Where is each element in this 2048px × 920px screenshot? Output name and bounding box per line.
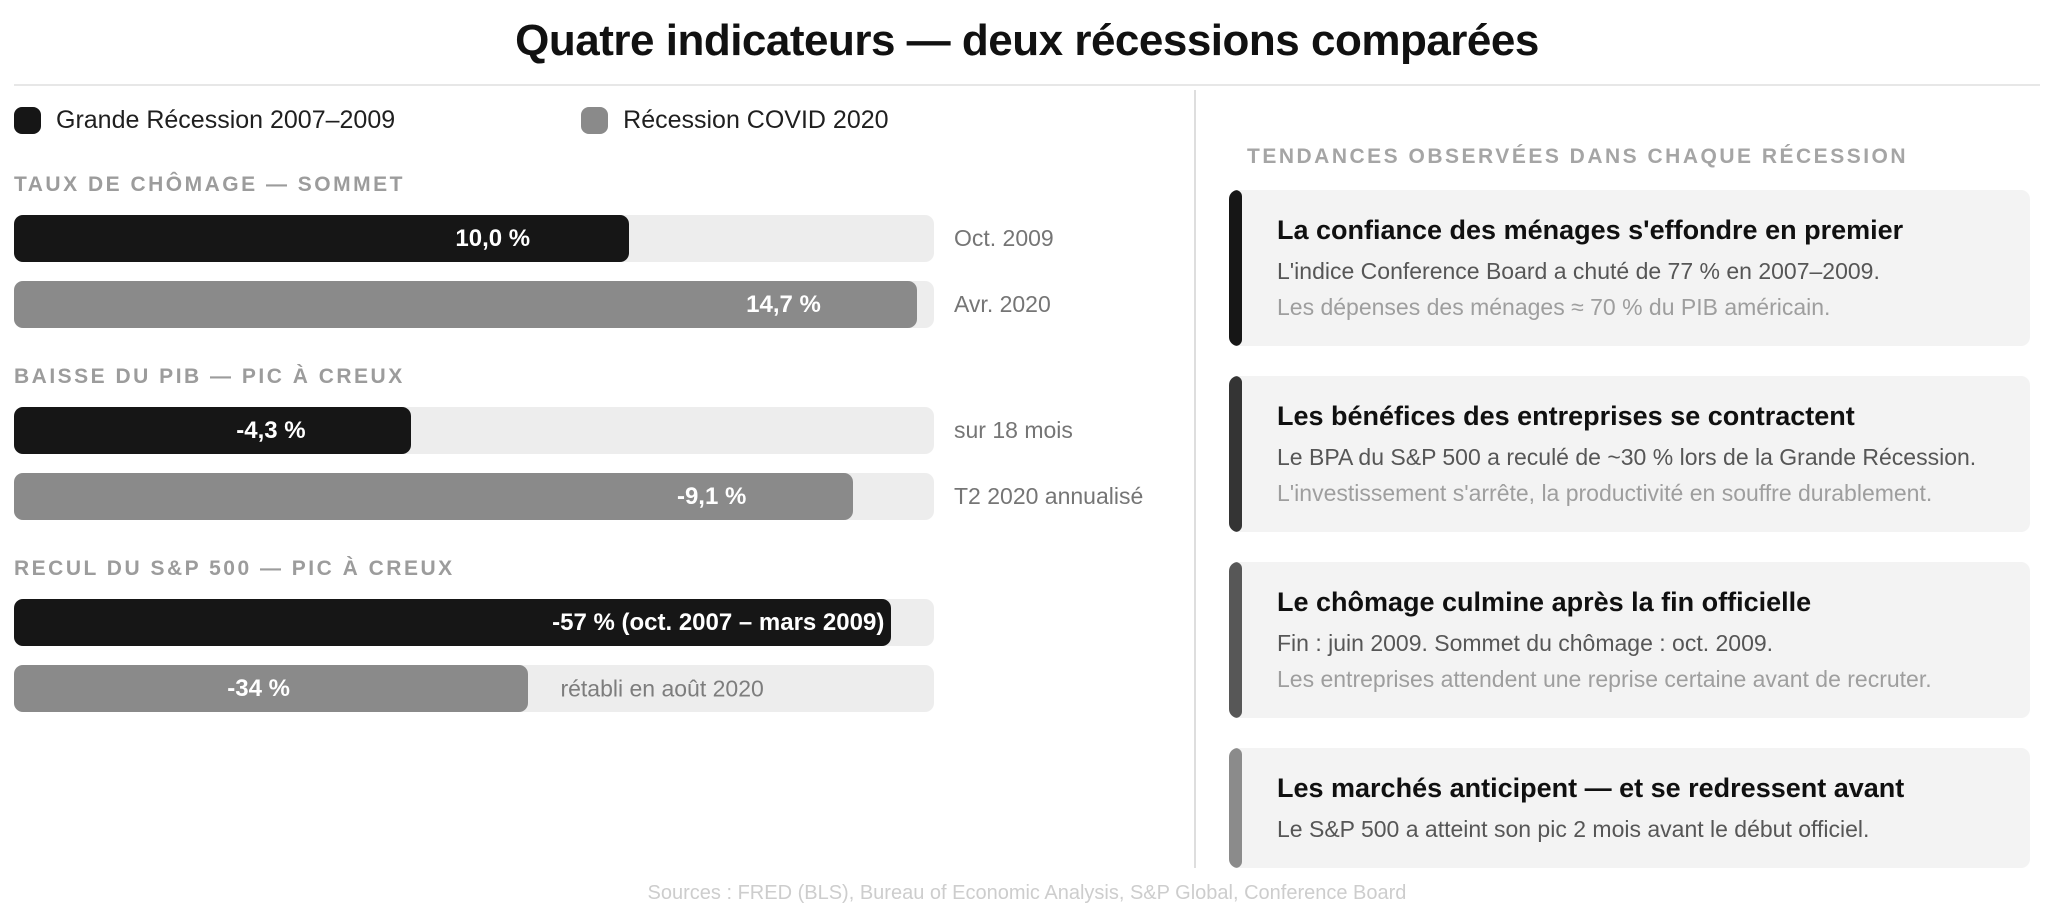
- bar-value-label: -9,1 %: [676, 482, 747, 510]
- bar-track: -34 % rétabli en août 2020: [14, 665, 934, 712]
- legend-item-covid-recession: Récession COVID 2020: [581, 105, 889, 135]
- bar-row: 14,7 % Avr. 2020: [14, 281, 1194, 328]
- card-title: Le chômage culmine après la fin officiel…: [1277, 587, 1812, 617]
- insight-card-markets: Les marchés anticipent — et se redressen…: [1229, 748, 2030, 868]
- bar-side-label: sur 18 mois: [954, 417, 1073, 443]
- group-title-gdp: BAISSE DU PIB — PIC À CREUX: [14, 365, 405, 388]
- bar-track: -4,3 %: [14, 407, 934, 454]
- title-divider: [14, 84, 2040, 86]
- bar-side-label: T2 2020 annualisé: [954, 483, 1144, 509]
- card-line-2: L'investissement s'arrête, la productivi…: [1277, 480, 1933, 506]
- legend-item-great-recession: Grande Récession 2007–2009: [14, 106, 395, 135]
- legend-swatch-covid-recession: [581, 106, 609, 134]
- content-area: Grande Récession 2007–2009 Récession COV…: [14, 86, 2040, 868]
- card-line-1: Le S&P 500 a atteint son pic 2 mois avan…: [1277, 816, 1870, 842]
- card-body: Les marchés anticipent — et se redressen…: [1242, 748, 1934, 868]
- card-body: Les bénéfices des entreprises se contrac…: [1242, 376, 2006, 532]
- page-title: Quatre indicateurs — deux récessions com…: [515, 16, 1539, 65]
- bar-row: -4,3 % sur 18 mois: [14, 407, 1194, 454]
- card-title: La confiance des ménages s'effondre en p…: [1277, 215, 1904, 245]
- legend-swatch-great-recession: [14, 106, 41, 134]
- insight-card-confidence: La confiance des ménages s'effondre en p…: [1229, 190, 2030, 346]
- bar-fill-2007: [14, 599, 891, 646]
- group-title-unemployment: TAUX DE CHÔMAGE — SOMMET: [14, 173, 405, 196]
- bar-track: -9,1 %: [14, 473, 934, 520]
- bar-track: 14,7 %: [14, 281, 934, 328]
- bar-fill-2020: [14, 281, 917, 328]
- bar-row: -34 % rétabli en août 2020: [14, 665, 1194, 712]
- card-accent-bar: [1229, 562, 1242, 718]
- bar-track: 10,0 %: [14, 215, 934, 262]
- group-title-sp500: RECUL DU S&P 500 — PIC À CREUX: [14, 557, 455, 580]
- insight-card-unemployment: Le chômage culmine après la fin officiel…: [1229, 562, 2030, 718]
- bar-side-label: Avr. 2020: [954, 291, 1051, 317]
- bar-fill-2007: [14, 407, 411, 454]
- card-title: Les bénéfices des entreprises se contrac…: [1277, 401, 1855, 431]
- card-line-1: L'indice Conference Board a chuté de 77 …: [1277, 258, 1880, 284]
- sources-footer: Sources : FRED (BLS), Bureau of Economic…: [647, 882, 1407, 904]
- bar-value-label: 14,7 %: [746, 290, 821, 318]
- chart-column: Grande Récession 2007–2009 Récession COV…: [14, 86, 1194, 868]
- legend-label-great-recession: Grande Récession 2007–2009: [56, 105, 396, 134]
- bar-fill-2020: [14, 473, 854, 520]
- card-accent-bar: [1229, 748, 1242, 868]
- bar-row: -57 % (oct. 2007 – mars 2009): [14, 599, 1194, 646]
- card-body: Le chômage culmine après la fin officiel…: [1242, 562, 1962, 718]
- bar-value-label: -4,3 %: [236, 416, 306, 444]
- group-gdp: BAISSE DU PIB — PIC À CREUX -4,3 % sur 1…: [14, 364, 1194, 520]
- insights-header: TENDANCES OBSERVÉES DANS CHAQUE RÉCESSIO…: [1247, 145, 1909, 168]
- card-body: La confiance des ménages s'effondre en p…: [1242, 190, 1933, 346]
- bar-value-label: -34 %: [227, 674, 290, 702]
- bar-row: -9,1 % T2 2020 annualisé: [14, 473, 1194, 520]
- bar-side-label: Oct. 2009: [954, 225, 1054, 251]
- card-line-1: Le BPA du S&P 500 a reculé de ~30 % lors…: [1277, 444, 1977, 470]
- card-accent-bar: [1229, 190, 1242, 346]
- group-sp500: RECUL DU S&P 500 — PIC À CREUX -57 % (oc…: [14, 556, 1194, 712]
- bar-inside-label: rétabli en août 2020: [560, 675, 764, 701]
- legend-label-covid-recession: Récession COVID 2020: [623, 105, 889, 134]
- bar-fill-2007: [14, 215, 629, 262]
- insights-panel: TENDANCES OBSERVÉES DANS CHAQUE RÉCESSIO…: [1196, 86, 2040, 868]
- legend: Grande Récession 2007–2009 Récession COV…: [14, 104, 1194, 136]
- group-unemployment: TAUX DE CHÔMAGE — SOMMET 10,0 % Oct. 200…: [14, 172, 1194, 328]
- bar-track: -57 % (oct. 2007 – mars 2009): [14, 599, 934, 646]
- bar-value-label: -57 % (oct. 2007 – mars 2009): [552, 608, 885, 636]
- panel-divider: [1194, 90, 1196, 868]
- card-accent-bar: [1229, 376, 1242, 532]
- bar-fill-2020: [14, 665, 529, 712]
- card-line-1: Fin : juin 2009. Sommet du chômage : oct…: [1277, 630, 1774, 656]
- insight-card-profits: Les bénéfices des entreprises se contrac…: [1229, 376, 2030, 532]
- card-title: Les marchés anticipent — et se redressen…: [1277, 773, 1905, 803]
- bar-value-label: 10,0 %: [455, 224, 531, 252]
- bar-row: 10,0 % Oct. 2009: [14, 215, 1194, 262]
- card-line-2: Les dépenses des ménages ≈ 70 % du PIB a…: [1277, 294, 1831, 320]
- card-line-2: Les entreprises attendent une reprise ce…: [1277, 666, 1932, 692]
